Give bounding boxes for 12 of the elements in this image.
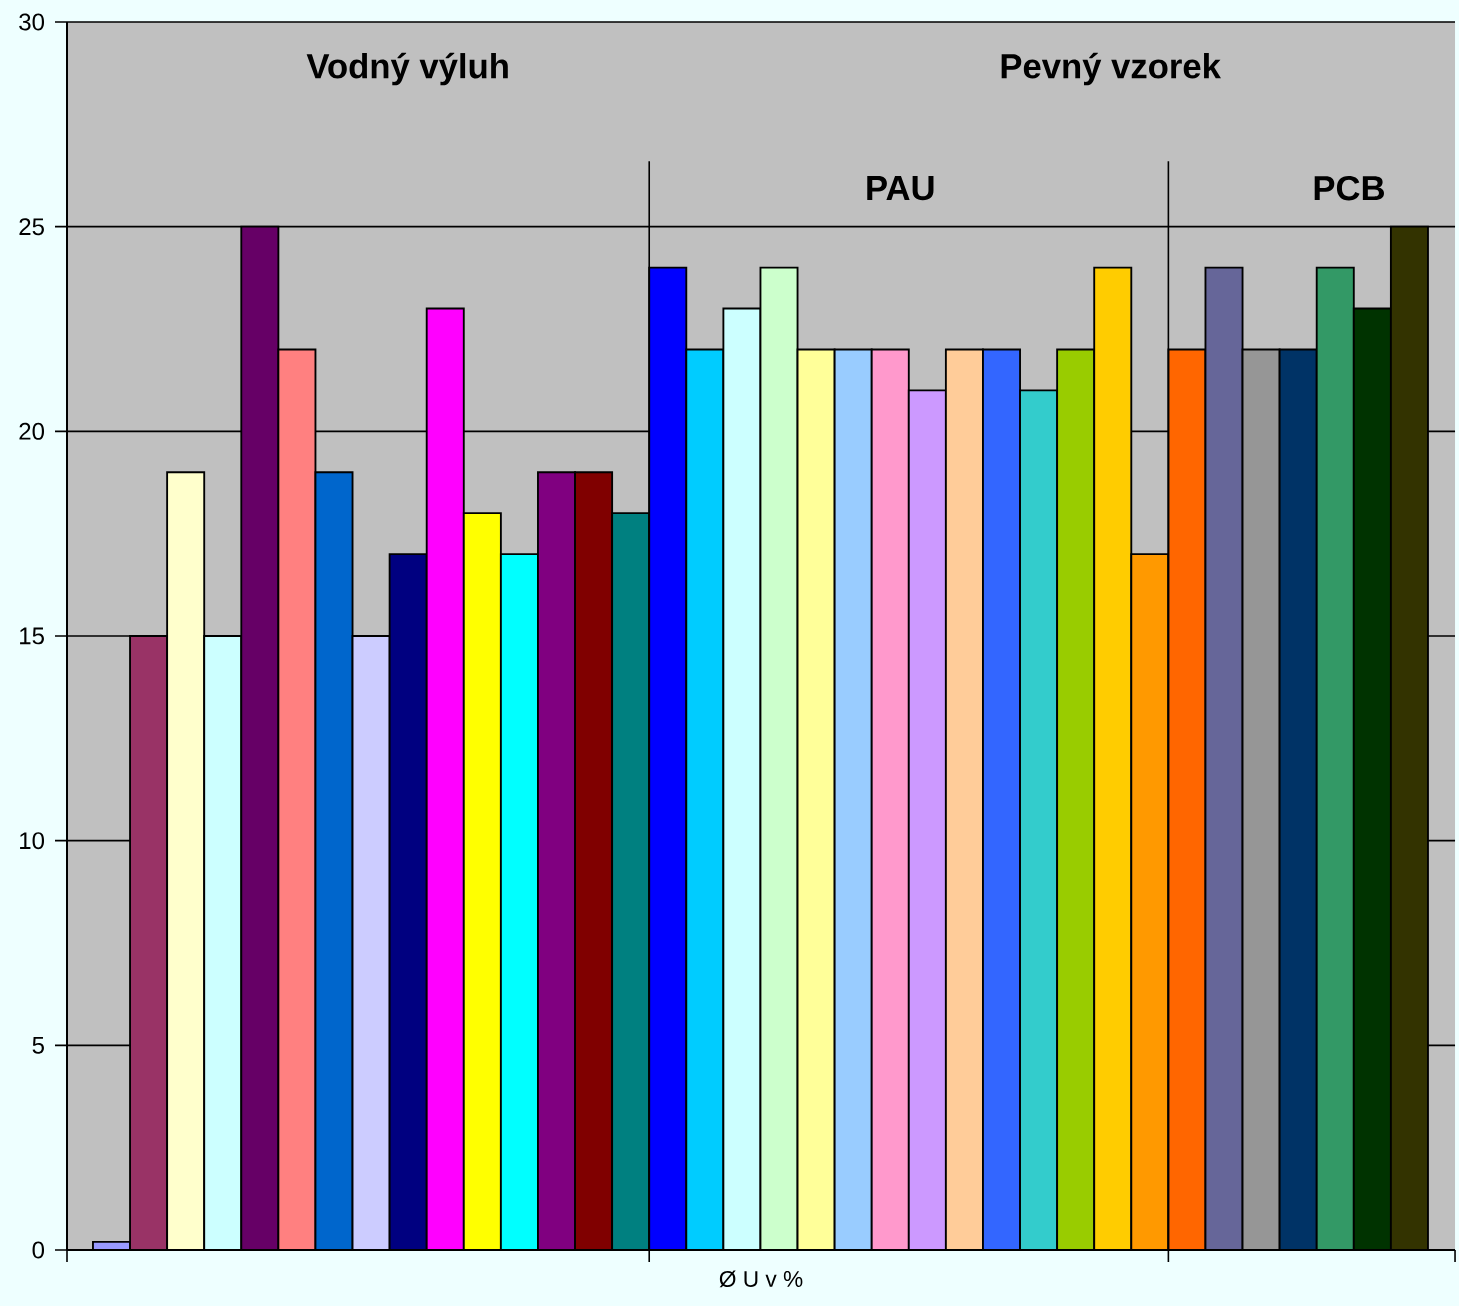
annotation: PAU bbox=[867, 176, 934, 201]
annotation: PCB bbox=[1314, 175, 1384, 201]
y-tick-label: 5 bbox=[32, 1036, 44, 1054]
y-tick-label: 15 bbox=[20, 627, 44, 645]
annotation: Pevný vzorek bbox=[1001, 52, 1221, 86]
annotation: Vodný výluh bbox=[306, 52, 508, 86]
x-axis-title: Ø U v % bbox=[719, 1270, 803, 1288]
y-tick-label: 10 bbox=[20, 832, 45, 850]
y-tick-label: 25 bbox=[19, 218, 44, 236]
y-tick-label: 20 bbox=[19, 422, 45, 440]
y-tick-label: 30 bbox=[19, 13, 45, 31]
y-tick-label: 0 bbox=[32, 1241, 45, 1259]
